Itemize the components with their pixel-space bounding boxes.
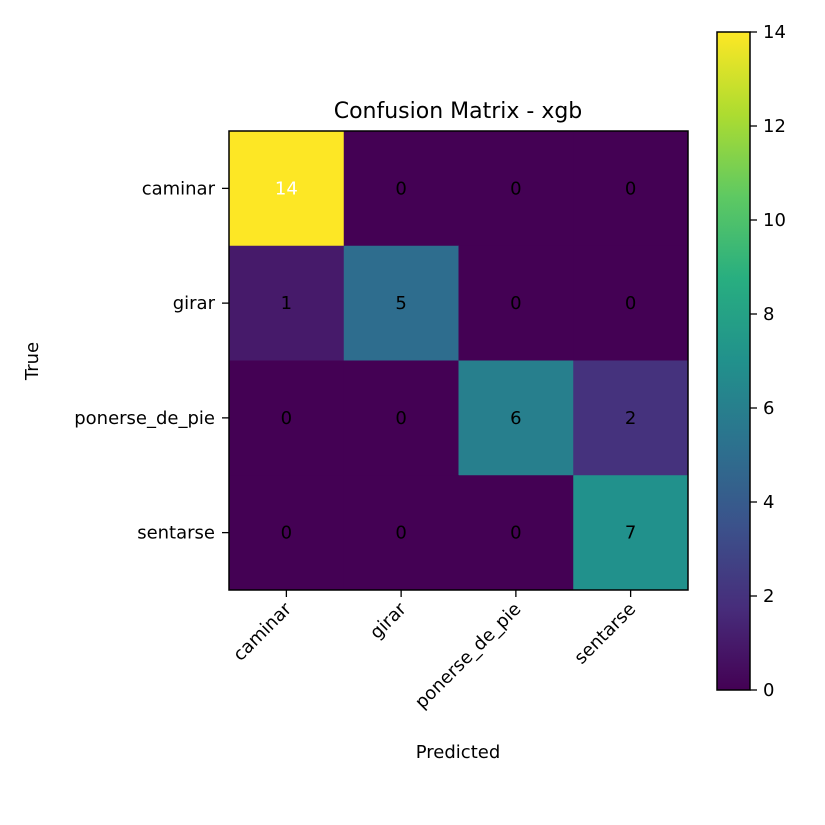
heatmap-cells (229, 131, 689, 591)
colorbar-tick-label: 14 (763, 22, 786, 43)
cell-value-label: 1 (281, 293, 292, 314)
heatmap-cell (229, 475, 345, 591)
heatmap-cell (343, 245, 459, 361)
cell-value-label: 0 (510, 178, 521, 199)
cell-value-label: 0 (281, 523, 292, 544)
heatmap-cell (573, 131, 689, 247)
heatmap-cell (458, 475, 574, 591)
cell-value-label: 6 (510, 408, 521, 429)
heatmap-cell (458, 131, 574, 247)
plot-frame (228, 130, 689, 591)
cell-value-label: 7 (625, 523, 636, 544)
x-tick-label: sentarse (570, 599, 640, 669)
colorbar-ticks: 0 2 4 6 8 10 12 14 (750, 22, 786, 701)
heatmap-cell (573, 360, 689, 476)
heatmap-cell (458, 245, 574, 361)
heatmap-cell (343, 360, 459, 476)
colorbar-tick-label: 0 (763, 680, 774, 701)
heatmap-cell (229, 131, 345, 247)
y-tick-label: ponerse_de_pie (74, 408, 215, 429)
colorbar (717, 32, 750, 690)
cell-value-label: 0 (625, 178, 636, 199)
cell-value-label: 0 (510, 293, 521, 314)
x-tick-label: girar (366, 598, 411, 643)
heatmap-cell (229, 245, 345, 361)
x-axis: caminar girar ponerse_de_pie sentarse (229, 590, 640, 713)
heatmap-cell (343, 131, 459, 247)
colorbar-frame (716, 31, 751, 691)
cell-value-label: 0 (395, 523, 406, 544)
heatmap-cell (573, 475, 689, 591)
heatmap-cell (573, 245, 689, 361)
cell-value-label: 2 (625, 408, 636, 429)
cell-value-label: 14 (275, 178, 298, 199)
x-axis-label: Predicted (416, 742, 501, 763)
y-tick-label: sentarse (137, 523, 215, 544)
heatmap-cell (229, 360, 345, 476)
cell-value-label: 0 (510, 523, 521, 544)
y-tick-label: girar (173, 293, 216, 314)
y-axis-label: True (22, 342, 43, 381)
colorbar-tick-label: 12 (763, 116, 786, 137)
chart-title: Confusion Matrix - xgb (334, 99, 583, 124)
colorbar-tick-label: 4 (763, 492, 774, 513)
colorbar-tick-label: 10 (763, 210, 786, 231)
colorbar-tick-label: 6 (763, 398, 774, 419)
heatmap-cell (343, 475, 459, 591)
cell-value-label: 5 (395, 293, 406, 314)
heatmap-cell-labels: 14 0 0 0 1 5 0 0 0 0 6 2 0 0 0 7 (275, 178, 636, 543)
cell-value-label: 0 (625, 293, 636, 314)
cell-value-label: 0 (395, 178, 406, 199)
colorbar-tick-label: 8 (763, 304, 774, 325)
cell-value-label: 0 (281, 408, 292, 429)
cell-value-label: 0 (395, 408, 406, 429)
y-tick-label: caminar (142, 178, 216, 199)
y-axis: caminar girar ponerse_de_pie sentarse (74, 178, 229, 544)
colorbar-tick-label: 2 (763, 586, 774, 607)
heatmap-cell (458, 360, 574, 476)
x-tick-label: ponerse_de_pie (411, 599, 525, 713)
x-tick-label: caminar (229, 598, 296, 665)
